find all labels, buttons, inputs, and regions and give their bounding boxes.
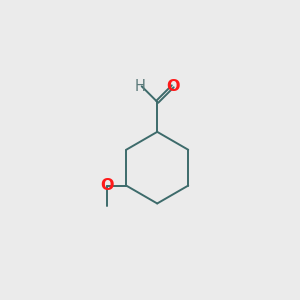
Text: O: O (167, 79, 180, 94)
Text: H: H (135, 79, 146, 94)
Text: O: O (100, 178, 113, 193)
